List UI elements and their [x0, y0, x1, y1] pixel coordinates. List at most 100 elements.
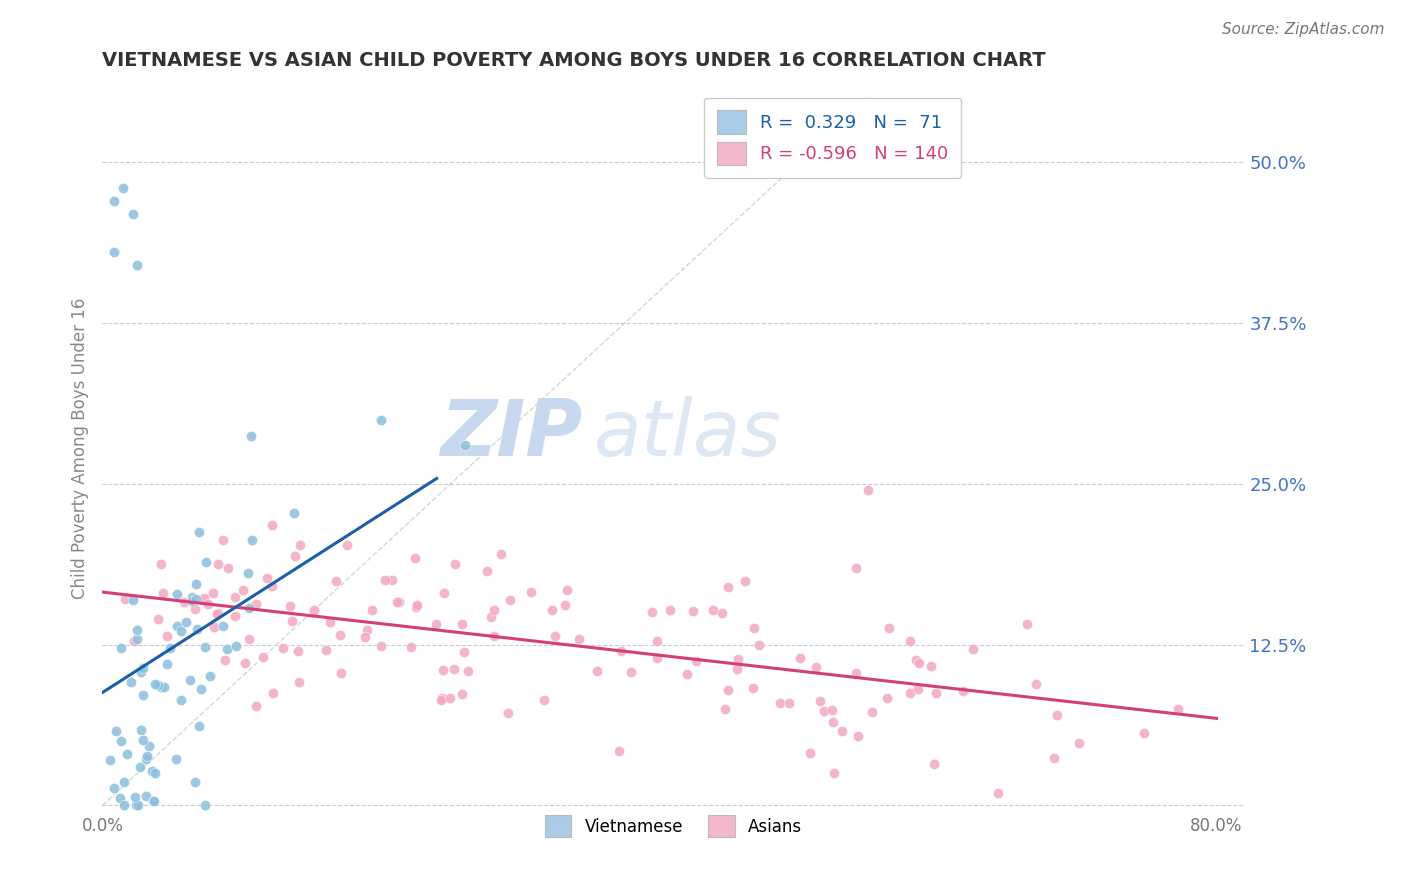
Point: [329, 628, 352, 642]
Point: [260, 579, 283, 593]
Point: [149, 680, 172, 694]
Point: [519, 585, 541, 599]
Point: [354, 630, 377, 644]
Point: [477, 564, 499, 578]
Point: [280, 614, 302, 628]
Point: [283, 549, 305, 564]
Point: [451, 616, 474, 631]
Point: [479, 610, 502, 624]
Point: [482, 603, 505, 617]
Point: [142, 794, 165, 808]
Point: [554, 598, 576, 612]
Point: [114, 592, 136, 607]
Point: [135, 789, 157, 804]
Point: [155, 629, 177, 643]
Point: [659, 603, 682, 617]
Point: [198, 668, 221, 682]
Point: [132, 688, 155, 702]
Point: [922, 757, 945, 772]
Point: [388, 595, 411, 609]
Point: [240, 429, 263, 443]
Point: [108, 790, 131, 805]
Point: [128, 759, 150, 773]
Point: [904, 653, 927, 667]
Point: [453, 438, 475, 452]
Point: [197, 597, 219, 611]
Point: [799, 746, 821, 760]
Point: [808, 693, 831, 707]
Point: [110, 641, 132, 656]
Point: [443, 662, 465, 676]
Point: [1133, 726, 1156, 740]
Point: [568, 632, 591, 647]
Point: [184, 601, 207, 615]
Point: [122, 593, 145, 607]
Point: [433, 586, 456, 600]
Point: [336, 538, 359, 552]
Point: [120, 674, 142, 689]
Point: [170, 692, 193, 706]
Point: [115, 747, 138, 761]
Point: [831, 723, 853, 738]
Point: [374, 573, 396, 587]
Point: [987, 786, 1010, 800]
Point: [138, 739, 160, 753]
Point: [734, 574, 756, 588]
Point: [876, 690, 898, 705]
Point: [778, 696, 800, 710]
Point: [1015, 616, 1038, 631]
Point: [194, 640, 217, 655]
Point: [725, 663, 748, 677]
Point: [425, 616, 447, 631]
Point: [143, 676, 166, 690]
Point: [152, 586, 174, 600]
Point: [1167, 702, 1189, 716]
Point: [98, 753, 121, 767]
Text: VIETNAMESE VS ASIAN CHILD POVERTY AMONG BOYS UNDER 16 CORRELATION CHART: VIETNAMESE VS ASIAN CHILD POVERTY AMONG …: [103, 51, 1046, 70]
Point: [846, 729, 869, 743]
Point: [127, 258, 149, 272]
Point: [187, 719, 209, 733]
Point: [370, 640, 392, 654]
Point: [821, 714, 844, 729]
Point: [645, 634, 668, 648]
Point: [727, 652, 749, 666]
Point: [330, 665, 353, 680]
Point: [150, 558, 173, 572]
Point: [205, 607, 228, 621]
Point: [159, 640, 181, 655]
Point: [112, 181, 135, 195]
Point: [283, 506, 305, 520]
Point: [212, 533, 235, 547]
Point: [877, 621, 900, 635]
Point: [245, 699, 267, 714]
Point: [104, 724, 127, 739]
Point: [135, 749, 157, 764]
Point: [806, 660, 828, 674]
Point: [194, 798, 217, 813]
Point: [188, 524, 211, 539]
Point: [742, 621, 765, 635]
Point: [122, 207, 145, 221]
Point: [907, 681, 929, 696]
Text: Source: ZipAtlas.com: Source: ZipAtlas.com: [1222, 22, 1385, 37]
Point: [180, 594, 202, 608]
Point: [716, 580, 738, 594]
Point: [174, 615, 197, 629]
Point: [207, 557, 229, 571]
Point: [217, 561, 239, 575]
Point: [858, 483, 880, 498]
Point: [1043, 750, 1066, 764]
Point: [925, 686, 948, 700]
Point: [256, 571, 278, 585]
Point: [278, 599, 301, 613]
Point: [385, 595, 408, 609]
Point: [224, 608, 246, 623]
Point: [541, 603, 564, 617]
Point: [356, 624, 378, 638]
Point: [405, 599, 427, 614]
Point: [451, 687, 474, 701]
Point: [153, 680, 176, 694]
Point: [224, 590, 246, 604]
Point: [125, 623, 148, 637]
